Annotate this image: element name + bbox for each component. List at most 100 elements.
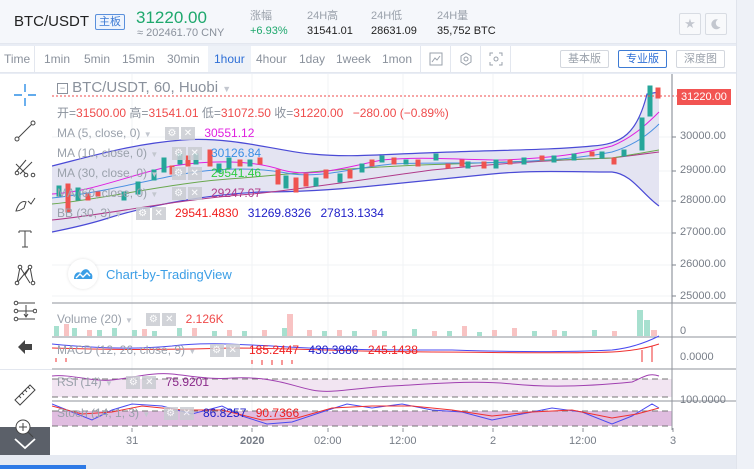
fib-tool[interactable] bbox=[10, 296, 40, 326]
legend-stoch[interactable]: Stoch (14, 1, 3) ▼ ⚙ ✕ 86.8257 90.7366 bbox=[57, 406, 300, 421]
back-button[interactable] bbox=[10, 332, 40, 362]
legend-macd[interactable]: MACD (12, 26, close, 9) ▼ ⚙ ✕ 185.2447 43… bbox=[57, 343, 418, 358]
legend-ma5[interactable]: MA (5, close, 0) ▼ ⚙ ✕ 30551.12 bbox=[57, 126, 255, 141]
watermark-text: Chart-by-TradingView bbox=[106, 266, 232, 282]
stat-value: 28631.09 bbox=[371, 25, 417, 37]
tradingview-watermark[interactable]: Chart-by-TradingView bbox=[68, 259, 232, 289]
gear-icon[interactable]: ⚙ bbox=[164, 127, 179, 141]
zoom-in-tool[interactable] bbox=[10, 414, 40, 444]
bb-lower-value: 27813.1334 bbox=[320, 206, 384, 220]
trend-line-icon bbox=[14, 120, 36, 142]
timeframe-4hour[interactable]: 4hour bbox=[256, 52, 287, 66]
close-icon[interactable]: ✕ bbox=[179, 407, 194, 421]
bb-upper-value: 31269.8326 bbox=[247, 206, 312, 220]
gear-icon[interactable]: ⚙ bbox=[171, 147, 186, 161]
indicator-button[interactable] bbox=[426, 50, 446, 68]
indicator-value: 2.126K bbox=[185, 312, 224, 326]
legend-ma60[interactable]: MA (60, close, 0) ▼ ⚙ ✕ 29247.07 bbox=[57, 186, 262, 201]
gear-icon[interactable]: ⚙ bbox=[171, 167, 186, 181]
time-axis-label: 02:00 bbox=[314, 435, 342, 447]
close-icon[interactable]: ✕ bbox=[162, 313, 177, 327]
favorite-button[interactable]: ★ bbox=[679, 13, 701, 35]
price-axis-label: 27000.00 bbox=[680, 226, 726, 238]
time-axis-label: 12:00 bbox=[389, 435, 417, 447]
timeframe-15min[interactable]: 15min bbox=[122, 52, 155, 66]
board-badge[interactable]: 主板 bbox=[95, 14, 125, 30]
pattern-tool[interactable] bbox=[10, 260, 40, 290]
trend-line-tool[interactable] bbox=[10, 116, 40, 146]
close-icon[interactable]: ✕ bbox=[187, 187, 202, 201]
theme-button[interactable] bbox=[705, 13, 727, 35]
ma30-line bbox=[52, 149, 660, 205]
close-icon[interactable]: ✕ bbox=[151, 207, 166, 221]
close-icon[interactable]: ✕ bbox=[187, 167, 202, 181]
last-price: 31220.00 bbox=[136, 8, 207, 27]
macd-axis-label: 0.0000 bbox=[680, 351, 714, 363]
timeframe-1hour[interactable]: 1hour bbox=[208, 46, 251, 72]
high-value: 31541.01 bbox=[148, 106, 199, 120]
timeframe-5min[interactable]: 5min bbox=[84, 52, 111, 66]
chevron-down-icon[interactable]: ▼ bbox=[222, 84, 232, 94]
pro-version-button[interactable]: 专业版 bbox=[618, 50, 667, 68]
brush-tool[interactable] bbox=[10, 188, 40, 218]
close-icon[interactable]: ✕ bbox=[142, 376, 157, 390]
fib-icon bbox=[13, 300, 37, 322]
legend-ma30[interactable]: MA (30, close, 0) ▼ ⚙ ✕ 29541.46 bbox=[57, 166, 262, 181]
pair-name: BTC/USDT bbox=[14, 13, 89, 30]
price-axis-label: 30000.00 bbox=[680, 130, 726, 142]
close-icon[interactable]: ✕ bbox=[187, 147, 202, 161]
chart-title[interactable]: − BTC/USDT, 60, Huobi ▼ bbox=[57, 79, 231, 96]
close-value: 31220.00 bbox=[293, 106, 344, 120]
timeframe-time[interactable]: Time bbox=[0, 46, 36, 72]
price-axis-label: 26000.00 bbox=[680, 258, 726, 270]
timeframe-30min[interactable]: 30min bbox=[167, 52, 200, 66]
legend-bb[interactable]: BB (30, 3) ▼ ⚙ ✕ 29541.4830 31269.8326 27… bbox=[57, 206, 384, 221]
toolbar-divider bbox=[420, 46, 421, 72]
indicator-value: 29247.07 bbox=[211, 186, 262, 200]
close-icon[interactable]: ✕ bbox=[180, 127, 195, 141]
timeframe-1day[interactable]: 1day bbox=[299, 52, 326, 66]
collapse-legend-icon[interactable]: − bbox=[57, 82, 68, 94]
macd-histogram bbox=[55, 346, 653, 365]
open-label: 开= bbox=[57, 106, 77, 120]
depth-chart-button[interactable]: 深度图 bbox=[676, 50, 725, 68]
timeframe-1min[interactable]: 1min bbox=[44, 52, 71, 66]
time-axis-label: 31 bbox=[126, 435, 139, 447]
gear-icon[interactable]: ⚙ bbox=[135, 207, 150, 221]
stoch-d-value: 90.7366 bbox=[255, 406, 300, 420]
settings-button[interactable] bbox=[456, 50, 476, 68]
indicator-name: Stoch (14, 1, 3) bbox=[57, 406, 140, 420]
timeframe-1mon[interactable]: 1mon bbox=[382, 52, 413, 66]
fullscreen-button[interactable] bbox=[486, 50, 506, 68]
text-tool[interactable] bbox=[10, 224, 40, 254]
time-axis-label: 12:00 bbox=[569, 435, 597, 447]
legend-ma10[interactable]: MA (10, close, 0) ▼ ⚙ ✕ 30126.84 bbox=[57, 146, 262, 161]
legend-rsi[interactable]: RSI (14) ▼ ⚙ ✕ 75.9201 bbox=[57, 375, 210, 390]
indicator-name: MA (60, close, 0) bbox=[57, 186, 148, 200]
drawing-tools-rail bbox=[0, 74, 52, 469]
gear-icon[interactable]: ⚙ bbox=[209, 344, 224, 358]
chart-area[interactable]: − BTC/USDT, 60, Huobi ▼ 开=31500.00 高=315… bbox=[52, 74, 736, 455]
low-value: 31072.50 bbox=[220, 106, 271, 120]
gear-icon[interactable]: ⚙ bbox=[171, 187, 186, 201]
ruler-tool[interactable] bbox=[10, 380, 40, 410]
indicator-name: MACD (12, 26, close, 9) bbox=[57, 343, 186, 357]
gear-icon[interactable]: ⚙ bbox=[163, 407, 178, 421]
timeframe-1week[interactable]: 1week bbox=[336, 52, 371, 66]
basic-version-button[interactable]: 基本版 bbox=[560, 50, 609, 68]
gear-icon[interactable]: ⚙ bbox=[126, 376, 141, 390]
right-panel-edge bbox=[736, 0, 754, 469]
close-icon[interactable]: ✕ bbox=[225, 344, 240, 358]
low-label: 低= bbox=[201, 106, 221, 120]
time-axis-label: 2 bbox=[490, 435, 497, 447]
pitchfork-tool[interactable] bbox=[10, 152, 40, 182]
legend-volume[interactable]: Volume (20) ▼ ⚙ ✕ 2.126K bbox=[57, 312, 224, 327]
settings-icon bbox=[460, 52, 472, 66]
indicator-name: Volume (20) bbox=[57, 312, 122, 326]
stat-value: +6.93% bbox=[250, 25, 288, 37]
macd-signal-value: 430.3886 bbox=[308, 343, 359, 357]
change-value: −280.00 (−0.89%) bbox=[352, 106, 449, 120]
crosshair-tool[interactable] bbox=[10, 80, 40, 110]
gear-icon[interactable]: ⚙ bbox=[146, 313, 161, 327]
brush-icon bbox=[15, 197, 36, 212]
